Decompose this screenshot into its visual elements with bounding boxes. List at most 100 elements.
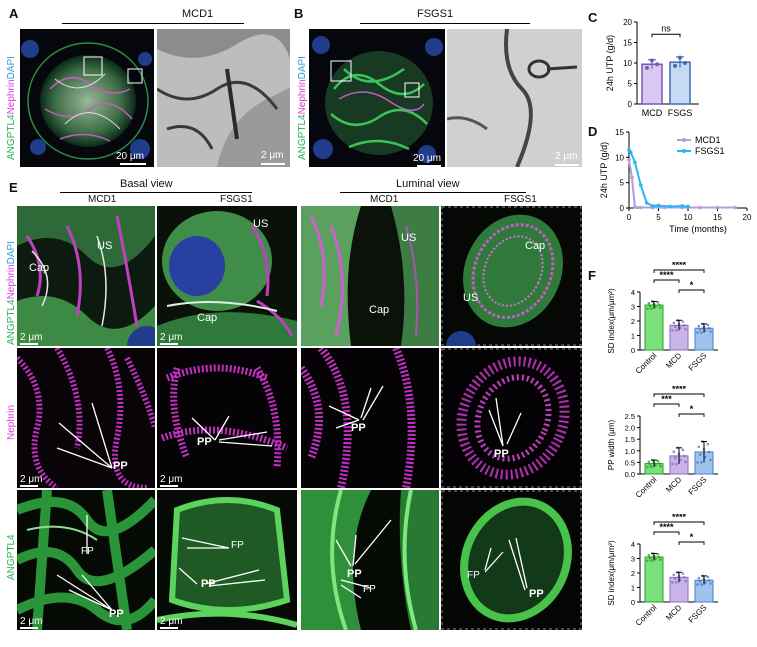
- e-r1-c2-us-label: US: [253, 218, 269, 230]
- e-r2-c2-image: PP 2 μm: [157, 348, 297, 488]
- f2-point: [647, 460, 651, 464]
- f3-y-tick-label: 0: [631, 598, 635, 607]
- e-r1-c3-cap-label: Cap: [369, 304, 390, 316]
- c-point: [655, 62, 659, 67]
- e-r1-c3-image: US Cap: [301, 206, 439, 346]
- e-r3-c2-image: FP PP 2 μm: [157, 490, 297, 630]
- d-y-tick-label: 15: [615, 128, 624, 137]
- c-y-tick-label: 5: [628, 80, 633, 89]
- e-basal-header: Basal view: [120, 178, 173, 190]
- e-r3-c1-fp-label: FP: [81, 546, 94, 557]
- e-luminal-header-line: [340, 192, 526, 193]
- f2-point: [696, 461, 699, 464]
- e-r1-c1-scale-bar: [20, 343, 38, 345]
- e-r2-c2-scale-bar: [160, 485, 178, 487]
- f1-bar-control: [644, 304, 664, 351]
- e-r3-c2-scale-bar: [160, 627, 178, 629]
- d-point: [650, 204, 655, 208]
- f1-point: [672, 321, 676, 325]
- f1-y-tick-label: 1: [631, 332, 635, 341]
- panel-letter-b: B: [294, 6, 304, 21]
- d-point: [633, 160, 637, 165]
- d-y-tick-label: 10: [615, 153, 624, 162]
- c-y-tick-label: 10: [623, 59, 632, 68]
- f3-point: [707, 578, 711, 582]
- f1-point: [659, 306, 662, 310]
- f1-point: [681, 320, 685, 323]
- e-col-3-title: MCD1: [370, 194, 399, 205]
- f2-point: [707, 450, 711, 454]
- f2-point: [706, 442, 710, 446]
- f1-point: [673, 325, 677, 328]
- d-point: [627, 147, 631, 152]
- e-r3-c4-fp-label: FP: [467, 570, 480, 581]
- panel-a-title: MCD1: [182, 8, 214, 20]
- f1-y-tick-label: 0: [631, 346, 635, 355]
- f1-significance-bracket: [678, 289, 705, 293]
- f2-significance-label: *: [690, 404, 694, 414]
- f2-point: [681, 448, 685, 452]
- e-r1-c1-cap-label: Cap: [29, 262, 50, 274]
- e-r2-c3-image: PP: [301, 348, 439, 488]
- f3-point: [698, 580, 702, 583]
- f2-x-tick-label-control: Control: [634, 475, 659, 500]
- f3-point: [679, 578, 682, 582]
- c-y-tick-label: 0: [628, 100, 633, 109]
- f2-point: [671, 462, 674, 466]
- d-x-tick-label: 0: [627, 213, 632, 222]
- f3-x-tick-label-fsgs: FSGS: [687, 603, 709, 625]
- d-point: [630, 175, 634, 180]
- f1-point: [671, 329, 674, 332]
- f2-point: [657, 462, 661, 465]
- panel-b-title-line: [360, 23, 530, 24]
- d-point: [680, 204, 684, 208]
- f3-point: [672, 573, 676, 577]
- e-r3-c3-pp-label: PP: [347, 568, 362, 580]
- f1-point: [684, 327, 687, 331]
- f1-point: [657, 303, 661, 307]
- f1-significance-label: ****: [672, 262, 687, 270]
- chart-d: 0 5 10 15 0 5 10 15 20 Time (months) 24h UTP (g/d)…: [599, 128, 752, 234]
- c-point: [645, 65, 649, 70]
- c-significance-label: ns: [661, 23, 671, 33]
- e-col-1-title: MCD1: [88, 194, 117, 205]
- f2-point: [709, 458, 712, 462]
- d-y-tick-label: 0: [620, 204, 625, 213]
- d-series-line-mcd1: [628, 159, 736, 209]
- c-bar-mcd: [641, 63, 663, 105]
- f2-point: [679, 458, 682, 462]
- panel-letter-a: A: [9, 6, 19, 21]
- c-point: [678, 55, 682, 60]
- c-significance-bracket: [651, 33, 681, 38]
- e-r3-c1-scale-bar: [20, 627, 38, 629]
- panel-letter-c: C: [588, 10, 598, 25]
- panel-a-title-line: [62, 23, 244, 24]
- e-row-1-label: ANGPTL4NephrinDAPI: [6, 241, 17, 345]
- f2-y-tick-label: 0.5: [625, 458, 635, 467]
- f1-point: [650, 307, 653, 310]
- f3-point: [656, 553, 660, 556]
- panel-b-stain-label: ANGPTL4NephrinDAPI: [297, 56, 308, 160]
- panel-letter-f: F: [588, 268, 596, 283]
- c-x-tick-label: FSGS: [668, 108, 693, 118]
- e-r1-c2-scale-label: 2 μm: [160, 332, 183, 343]
- f1-point: [704, 329, 707, 332]
- panel-b-em-image: 2 μm: [447, 29, 582, 167]
- f3-point: [648, 556, 652, 560]
- e-r1-c2-scale-bar: [160, 343, 178, 345]
- f2-y-tick-label: 2.5: [625, 412, 635, 421]
- e-r2-c4-image: PP: [441, 348, 582, 488]
- d-point: [668, 204, 673, 209]
- f2-point: [673, 456, 677, 460]
- f1-x-tick-label-fsgs: FSGS: [687, 351, 709, 373]
- panel-a-scale-bar: [120, 163, 146, 165]
- f3-point: [696, 583, 699, 586]
- panel-b-title: FSGS1: [417, 8, 454, 20]
- f2-y-tick-label: 2.0: [625, 424, 635, 433]
- f1-point: [696, 331, 699, 334]
- d-legend-label-fsgs1: FSGS1: [695, 146, 725, 156]
- f2-point: [648, 463, 652, 466]
- panel-letter-e: E: [9, 180, 18, 195]
- c-y-axis-label: 24h UTP (g/d): [605, 35, 615, 91]
